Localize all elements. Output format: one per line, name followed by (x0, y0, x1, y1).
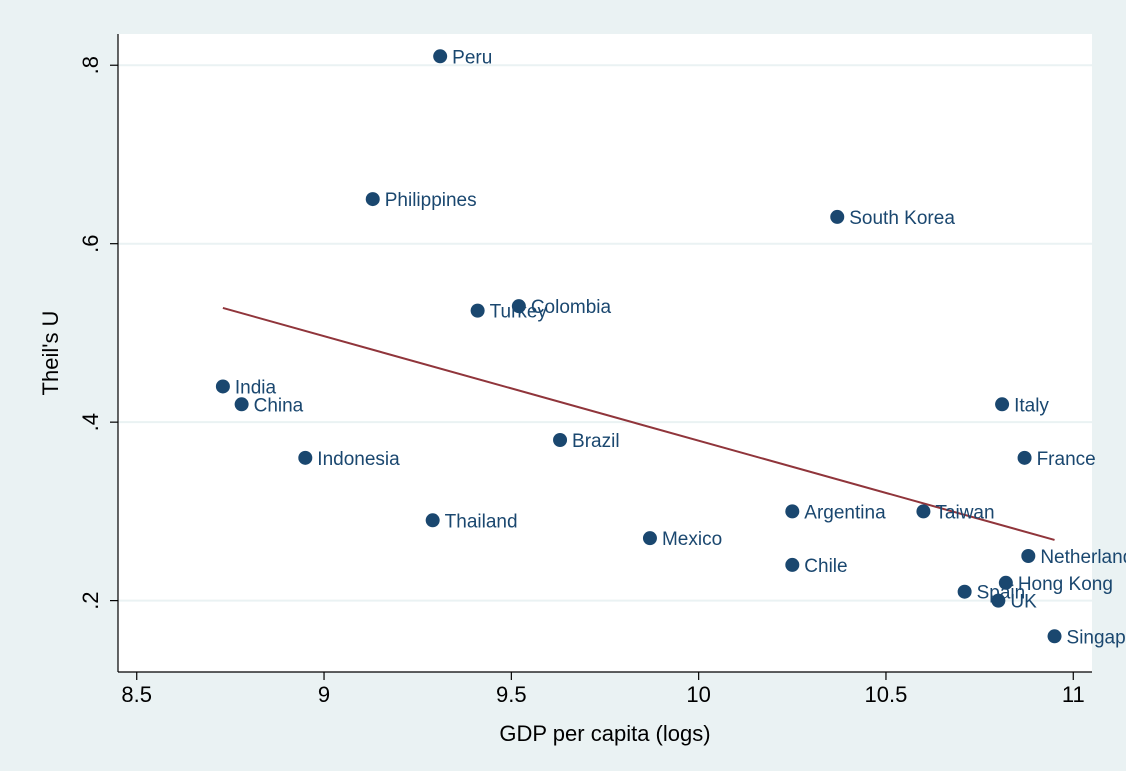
point-label-india: India (235, 377, 277, 398)
x-tick-label: 10 (686, 682, 710, 707)
point-label-taiwan: Taiwan (935, 502, 994, 523)
point-hong-kong (998, 575, 1013, 590)
point-china (234, 397, 249, 412)
x-tick-label: 8.5 (121, 682, 152, 707)
point-label-thailand: Thailand (445, 511, 518, 532)
x-tick-label: 10.5 (865, 682, 908, 707)
point-south-korea (830, 209, 845, 224)
y-tick-label: .4 (78, 413, 103, 431)
point-uk (991, 593, 1006, 608)
fit-line (222, 306, 1055, 541)
x-axis-label: GDP per capita (logs) (499, 721, 710, 746)
point-france (1017, 450, 1032, 465)
point-spain (957, 584, 972, 599)
point-mexico (642, 531, 657, 546)
point-label-italy: Italy (1014, 395, 1049, 416)
point-label-france: France (1037, 449, 1096, 470)
point-peru (433, 49, 448, 64)
point-argentina (785, 504, 800, 519)
point-label-brazil: Brazil (572, 431, 620, 452)
point-label-colombia: Colombia (531, 297, 612, 318)
point-label-peru: Peru (452, 47, 492, 68)
plot-area (118, 34, 1092, 672)
y-tick-label: .6 (78, 235, 103, 253)
point-label-south-korea: South Korea (849, 208, 955, 229)
y-axis-label: Theil's U (38, 311, 63, 396)
x-tick-label: 9 (318, 682, 330, 707)
point-label-mexico: Mexico (662, 529, 722, 550)
point-netherlands (1021, 549, 1036, 563)
data-points: Peru Philippines South Korea ColombiaTurkey… (215, 47, 1126, 648)
point-label-chile: Chile (804, 556, 847, 577)
point-brazil (553, 433, 568, 447)
point-philippines (365, 192, 380, 207)
point-label-spain: Spain (977, 583, 1026, 604)
point-label-indonesia: Indonesia (317, 449, 400, 470)
point-label-china: China (254, 395, 304, 416)
x-tick-label: 11 (1062, 682, 1085, 707)
point-turkey (470, 303, 485, 318)
point-chile (785, 557, 800, 572)
y-tick-label: .8 (78, 56, 103, 74)
point-indonesia (298, 450, 313, 465)
point-label-netherlands: Netherlands (1040, 547, 1126, 568)
x-tick-label: 9.5 (496, 682, 527, 707)
point-singapore (1047, 629, 1062, 644)
point-label-hong-kong: Hong Kong (1018, 574, 1113, 595)
point-taiwan (916, 504, 931, 519)
axes: 8.5 9 9.5 10 10.5 11 .2 .4 .6 .8 (78, 34, 1092, 707)
point-label-argentina: Argentina (804, 502, 886, 523)
point-label-singapore: Singapore (1067, 627, 1126, 648)
point-colombia (511, 299, 526, 314)
y-tick-label: .2 (78, 591, 103, 609)
fit-line-group (222, 306, 1055, 541)
point-label-turkey: Turkey (490, 302, 548, 323)
gridlines (118, 64, 1092, 602)
point-italy (995, 397, 1010, 412)
point-label-uk: UK (1010, 592, 1037, 613)
point-india (215, 379, 230, 394)
point-label-philippines: Philippines (385, 190, 477, 211)
point-thailand (425, 513, 440, 528)
